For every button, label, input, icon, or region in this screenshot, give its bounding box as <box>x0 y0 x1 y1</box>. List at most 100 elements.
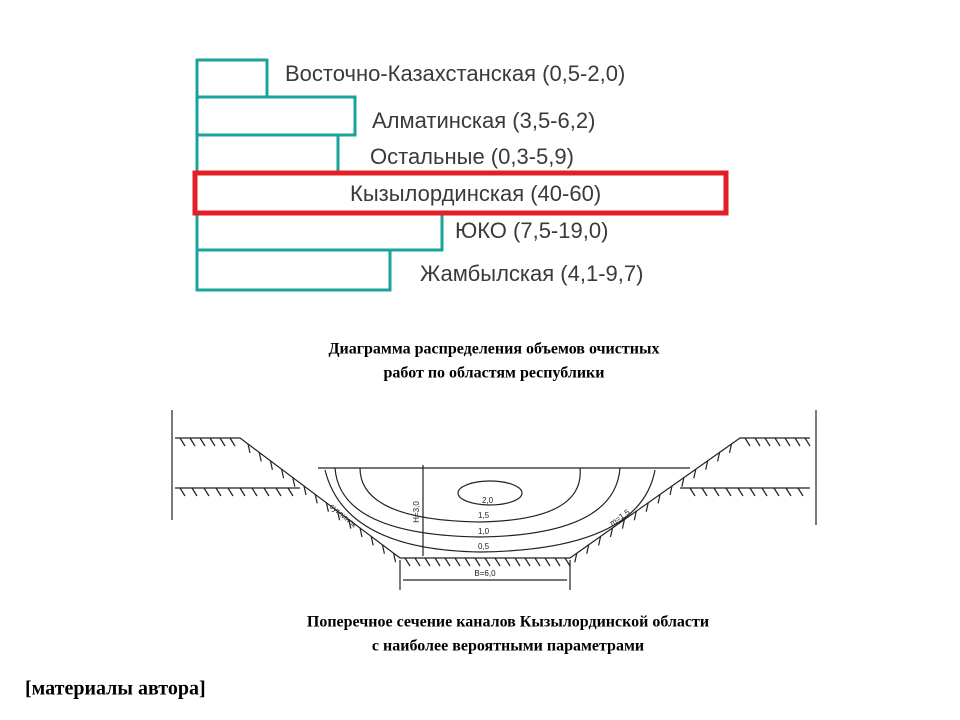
hatching <box>179 437 811 567</box>
hatch-line <box>764 437 771 447</box>
hatch-line <box>701 487 708 497</box>
hatch-line <box>393 553 397 563</box>
caption-line: Диаграмма распределения объемов очистных <box>329 341 660 358</box>
hatch-line <box>251 487 258 497</box>
hatch-line <box>534 557 541 567</box>
hatch-line <box>785 487 792 497</box>
bar-label: Жамбылская (4,1-9,7) <box>420 261 643 286</box>
hatch-line <box>404 557 411 567</box>
bar <box>195 133 340 174</box>
hatch-line <box>219 437 226 447</box>
hatch-line <box>504 557 511 567</box>
cross-section: 2,0 1,5 1,0 0,5 H=3,0 B=6,0 m=1,5 суглин… <box>171 410 817 590</box>
width-label: B=6,0 <box>474 569 496 578</box>
contour-label: 0,5 <box>478 542 490 551</box>
hatch-line <box>564 557 571 567</box>
bar-label: Кызылординская (40-60) <box>350 181 601 206</box>
hatch-line <box>713 487 720 497</box>
hatch-line <box>657 494 661 504</box>
hatch-line <box>325 502 329 512</box>
bar <box>195 210 444 252</box>
hatch-line <box>554 557 561 567</box>
hatch-line <box>754 437 761 447</box>
hatch-line <box>773 487 780 497</box>
hatch-line <box>705 460 709 470</box>
contour-label: 2,0 <box>482 496 494 505</box>
hatch-line <box>761 487 768 497</box>
bar-label: Восточно-Казахстанская (0,5-2,0) <box>285 61 625 86</box>
bar-label: Остальные (0,3-5,9) <box>370 144 574 169</box>
hatch-line <box>189 437 196 447</box>
hatch-line <box>381 544 385 554</box>
hatch-line <box>281 469 285 479</box>
bar <box>195 58 269 99</box>
bar-label: ЮКО (7,5-19,0) <box>455 218 608 243</box>
hatch-line <box>728 443 733 454</box>
hatch-line <box>744 437 751 447</box>
hatch-line <box>609 527 614 538</box>
source-note: [материалы автора] <box>25 678 206 700</box>
caption-line: с наиболее вероятными параметрами <box>372 638 644 655</box>
hatch-line <box>303 485 307 496</box>
hatch-line <box>669 485 673 496</box>
hatch-line <box>424 557 431 567</box>
hatch-line <box>586 544 590 554</box>
hatch-line <box>797 487 804 497</box>
hatch-line <box>247 443 251 454</box>
hatch-line <box>514 557 521 567</box>
hatch-line <box>269 460 273 470</box>
bar-label: Алматинская (3,5-6,2) <box>372 108 595 133</box>
contour <box>359 467 581 523</box>
contour-label: 1,5 <box>478 511 490 520</box>
hatch-line <box>215 487 222 497</box>
hatch-line <box>725 487 732 497</box>
hatch-line <box>474 557 481 567</box>
hatch-line <box>337 511 341 521</box>
hatch-line <box>203 487 210 497</box>
hatch-line <box>348 519 352 529</box>
depth-label: H=3,0 <box>412 501 421 523</box>
hatch-line <box>314 494 318 504</box>
hatch-line <box>774 437 781 447</box>
contour-label: 1,0 <box>478 527 490 536</box>
hatch-line <box>414 557 421 567</box>
hatch-line <box>229 437 236 447</box>
hatch-line <box>574 553 578 563</box>
hatch-line <box>209 437 216 447</box>
hatch-line <box>749 487 756 497</box>
hatch-line <box>621 519 625 529</box>
hatch-line <box>179 437 186 447</box>
hatch-line <box>370 536 374 546</box>
hatch-line <box>287 487 294 497</box>
hatch-line <box>464 557 471 567</box>
hatch-line <box>454 557 461 567</box>
hatch-line <box>444 557 451 567</box>
hatch-line <box>598 536 602 546</box>
hatch-line <box>693 469 697 479</box>
hatch-line <box>794 437 801 447</box>
hatch-line <box>434 557 441 567</box>
contour <box>324 469 656 553</box>
hatch-line <box>179 487 186 497</box>
hatch-line <box>645 502 649 512</box>
hatch-line <box>239 487 246 497</box>
highlight-box <box>192 170 729 216</box>
hatch-line <box>359 527 363 538</box>
hatch-line <box>524 557 531 567</box>
caption-line: работ по областям республики <box>384 365 605 382</box>
hatch-line <box>484 557 491 567</box>
hatch-line <box>199 437 206 447</box>
hatch-line <box>717 452 721 462</box>
hatch-line <box>292 477 296 487</box>
caption-line: Поперечное сечение каналов Кызылординско… <box>307 614 709 631</box>
hatch-line <box>689 487 696 497</box>
hatch-line <box>784 437 791 447</box>
contour <box>457 480 523 506</box>
bar-diagram: Восточно-Казахстанская (0,5-2,0) Алматин… <box>192 58 729 292</box>
hatch-line <box>804 437 811 447</box>
contour <box>334 467 621 538</box>
hatch-line <box>681 477 685 487</box>
hatch-line <box>494 557 501 567</box>
bar <box>195 248 392 292</box>
